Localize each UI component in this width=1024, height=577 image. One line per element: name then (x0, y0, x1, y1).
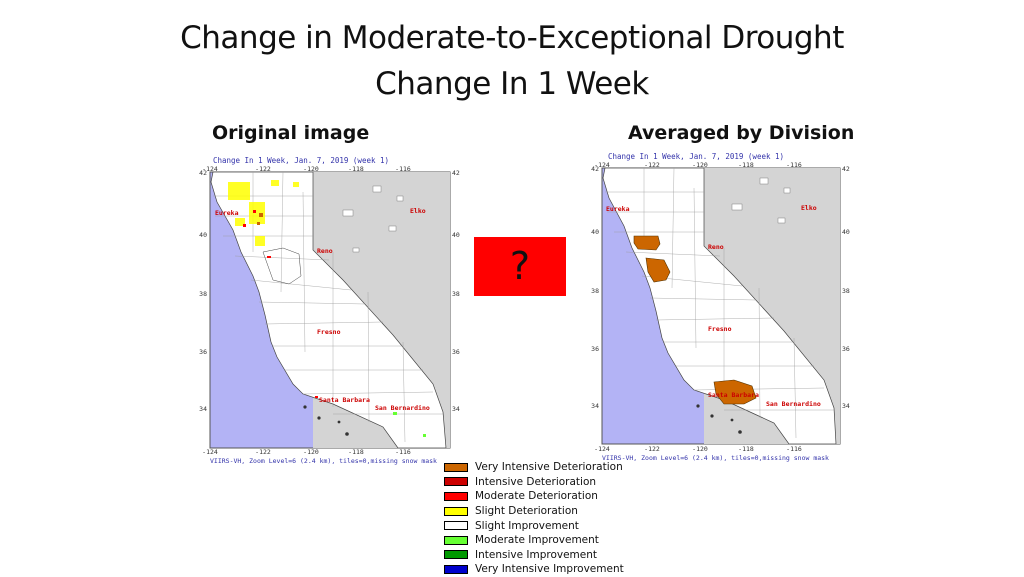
right-lat-tick-36: 36 (591, 345, 599, 353)
left-city-elko: Elko (410, 207, 426, 215)
left-bottom-tick-lon-120: -120 (303, 448, 319, 456)
legend-swatch (444, 491, 468, 501)
left-city-santa-barbara: Santa Barbara (319, 396, 370, 404)
left-bottom-tick-lon-122: -122 (255, 448, 271, 456)
right-city-reno: Reno (708, 243, 724, 251)
left-top-tick-lon-120: -120 (303, 165, 319, 173)
very-intensive-deterioration-region-central (645, 257, 671, 283)
right-lat-tick-right-36: 36 (842, 345, 850, 353)
legend-item: Intensive Improvement (444, 548, 624, 563)
left-city-reno: Reno (317, 247, 333, 255)
right-bottom-tick-lon-124: -124 (594, 445, 610, 453)
left-lat-tick-42: 42 (199, 169, 207, 177)
left-lat-tick-right-42: 42 (452, 169, 460, 177)
left-map-title: Change In 1 Week, Jan. 7, 2019 (week 1) (213, 156, 389, 165)
left-city-eureka: Eureka (215, 209, 239, 217)
right-lat-tick-right-38: 38 (842, 287, 850, 295)
right-top-tick-lon-120: -120 (692, 161, 708, 169)
legend-label: Intensive Improvement (475, 548, 598, 561)
very-intensive-deterioration-region-north (633, 235, 661, 251)
left-top-tick-lon-124: -124 (202, 165, 218, 173)
left-panel-heading: Original image (212, 122, 370, 144)
legend-swatch (444, 521, 468, 531)
right-panel-heading: Averaged by Division (628, 122, 855, 144)
right-top-tick-lon-118: -118 (738, 161, 754, 169)
legend-label: Slight Improvement (475, 519, 579, 532)
page-title: Change in Moderate-to-Exceptional Drough… (180, 20, 844, 56)
right-lat-tick-34: 34 (591, 402, 599, 410)
legend-swatch (444, 550, 468, 560)
legend-item: Intensive Deterioration (444, 475, 624, 490)
averaged-by-division-map: Change In 1 Week, Jan. 7, 2019 (week 1) … (591, 152, 850, 462)
right-lat-tick-40: 40 (591, 228, 599, 236)
left-city-san-bernardino: San Bernardino (375, 404, 430, 412)
legend-label: Very Intensive Deterioration (475, 461, 623, 474)
left-lat-tick-right-40: 40 (452, 231, 460, 239)
right-bottom-tick-lon-118: -118 (738, 445, 754, 453)
legend-item: Very Intensive Improvement (444, 562, 624, 577)
left-lat-tick-right-34: 34 (452, 405, 460, 413)
original-image-map: Change In 1 Week, Jan. 7, 2019 (week 1) … (199, 156, 460, 465)
legend-item: Slight Deterioration (444, 504, 624, 519)
right-lat-tick-right-40: 40 (842, 228, 850, 236)
page-subtitle: Change In 1 Week (375, 66, 649, 102)
right-city-eureka: Eureka (606, 205, 630, 213)
left-city-fresno: Fresno (317, 328, 341, 336)
legend-label: Moderate Improvement (475, 534, 599, 547)
left-top-tick-lon-118: -118 (348, 165, 364, 173)
right-map-title: Change In 1 Week, Jan. 7, 2019 (week 1) (608, 152, 784, 161)
left-lat-tick-34: 34 (199, 405, 207, 413)
legend-item: Very Intensive Deterioration (444, 460, 624, 475)
legend-swatch (444, 535, 468, 545)
left-bottom-tick-lon-116: -116 (395, 448, 411, 456)
legend-swatch (444, 477, 468, 487)
right-bottom-tick-lon-120: -120 (692, 445, 708, 453)
left-lat-tick-right-38: 38 (452, 290, 460, 298)
unknown-result-placeholder: ? (474, 237, 566, 296)
legend-label: Moderate Deterioration (475, 490, 598, 503)
left-map-footer: VIIRS-VH, Zoom Level=6 (2.4 km), tiles=0… (210, 457, 437, 465)
legend-label: Very Intensive Improvement (475, 563, 624, 576)
left-lat-tick-36: 36 (199, 348, 207, 356)
right-city-elko: Elko (801, 204, 817, 212)
right-top-tick-lon-122: -122 (644, 161, 660, 169)
legend: Very Intensive Deterioration Intensive D… (444, 460, 624, 577)
very-intensive-deterioration-region-south (713, 379, 757, 405)
right-city-santa-barbara: Santa Barbara (708, 391, 759, 399)
left-bottom-tick-lon-124: -124 (202, 448, 218, 456)
legend-label: Slight Deterioration (475, 505, 578, 518)
legend-swatch (444, 506, 468, 516)
legend-swatch (444, 462, 468, 472)
legend-swatch (444, 564, 468, 574)
right-city-fresno: Fresno (708, 325, 732, 333)
right-bottom-tick-lon-116: -116 (786, 445, 802, 453)
left-lat-tick-40: 40 (199, 231, 207, 239)
left-top-tick-lon-122: -122 (255, 165, 271, 173)
right-top-tick-lon-116: -116 (786, 161, 802, 169)
left-lat-tick-right-36: 36 (452, 348, 460, 356)
left-top-tick-lon-116: -116 (395, 165, 411, 173)
right-map-footer: VIIRS-VH, Zoom Level=6 (2.4 km), tiles=0… (602, 454, 829, 462)
right-lat-tick-42: 42 (591, 165, 599, 173)
right-city-san-bernardino: San Bernardino (766, 400, 821, 408)
legend-label: Intensive Deterioration (475, 475, 597, 488)
right-bottom-tick-lon-122: -122 (644, 445, 660, 453)
left-lat-tick-38: 38 (199, 290, 207, 298)
legend-item: Moderate Improvement (444, 533, 624, 548)
legend-item: Slight Improvement (444, 518, 624, 533)
legend-item: Moderate Deterioration (444, 489, 624, 504)
right-top-tick-lon-124: -124 (594, 161, 610, 169)
right-lat-tick-right-42: 42 (842, 165, 850, 173)
right-lat-tick-38: 38 (591, 287, 599, 295)
left-bottom-tick-lon-118: -118 (348, 448, 364, 456)
right-lat-tick-right-34: 34 (842, 402, 850, 410)
